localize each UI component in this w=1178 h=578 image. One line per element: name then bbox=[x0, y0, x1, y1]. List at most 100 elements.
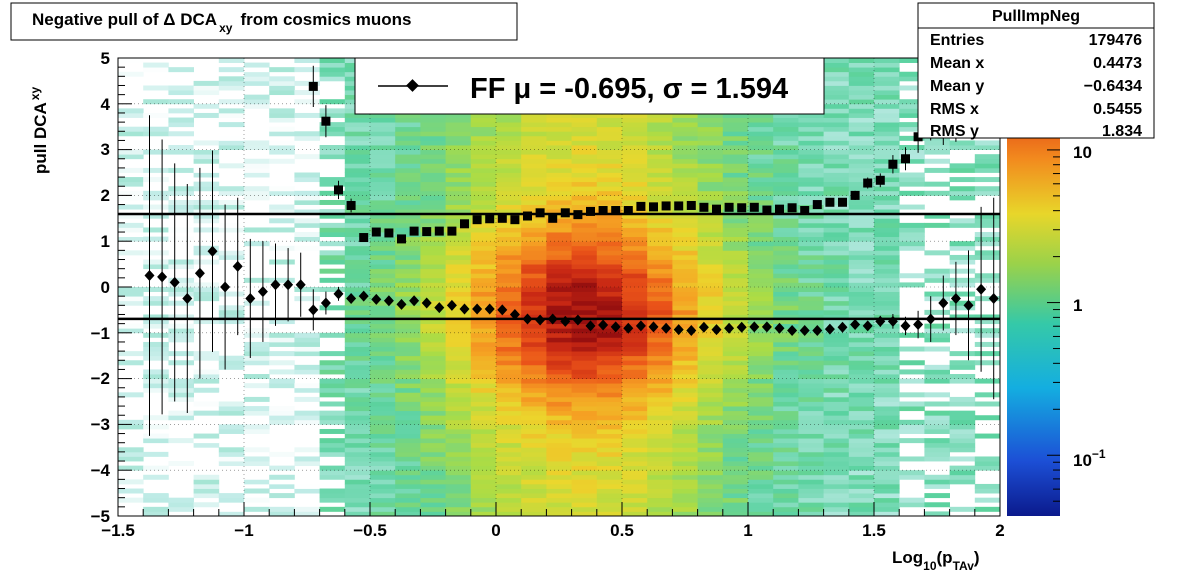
heatmap-cell bbox=[773, 268, 799, 274]
heatmap-cell bbox=[722, 461, 749, 467]
heatmap-cell bbox=[672, 277, 698, 283]
heatmap-cell bbox=[874, 250, 900, 256]
heatmap-cell bbox=[622, 145, 648, 150]
heatmap-cell bbox=[823, 346, 850, 352]
heatmap-cell bbox=[823, 80, 850, 86]
heatmap-cell bbox=[370, 401, 396, 407]
sigma-point bbox=[497, 213, 507, 223]
heatmap-cell bbox=[470, 383, 497, 389]
heatmap-cell bbox=[269, 410, 295, 416]
heatmap-cell bbox=[924, 222, 950, 228]
heatmap-cell bbox=[748, 259, 774, 265]
heatmap-cell bbox=[571, 396, 598, 402]
heatmap-cell bbox=[672, 268, 698, 274]
heatmap-cell bbox=[571, 465, 598, 471]
heatmap-cell bbox=[823, 112, 850, 118]
heatmap-cell bbox=[344, 456, 371, 462]
heatmap-cell bbox=[218, 140, 245, 146]
heatmap-cell bbox=[874, 209, 900, 215]
heatmap-cell bbox=[168, 314, 194, 320]
heatmap-cell bbox=[319, 332, 346, 338]
heatmap-cell bbox=[571, 483, 598, 489]
heatmap-cell bbox=[395, 154, 421, 160]
heatmap-cell bbox=[697, 199, 724, 205]
heatmap-cell bbox=[218, 314, 245, 320]
heatmap-cell bbox=[193, 355, 220, 361]
heatmap-cell bbox=[143, 296, 169, 302]
heatmap-cell bbox=[798, 264, 824, 270]
heatmap-cell bbox=[546, 483, 572, 489]
heatmap-cell bbox=[344, 502, 371, 508]
heatmap-cell bbox=[118, 511, 144, 516]
sigma-point bbox=[775, 204, 784, 214]
heatmap-cell bbox=[596, 204, 623, 210]
heatmap-cell bbox=[924, 511, 950, 516]
heatmap-cell bbox=[647, 140, 673, 146]
heatmap-cell bbox=[596, 451, 623, 457]
heatmap-cell bbox=[596, 419, 623, 425]
heatmap-cell bbox=[344, 319, 371, 325]
heatmap-cell bbox=[370, 140, 396, 146]
mean-point bbox=[509, 308, 520, 320]
heatmap-cell bbox=[899, 112, 925, 118]
heatmap-cell bbox=[622, 209, 648, 215]
mean-point bbox=[547, 313, 558, 325]
heatmap-cell bbox=[672, 250, 698, 256]
heatmap-cell bbox=[748, 117, 774, 123]
heatmap-cell bbox=[773, 245, 799, 251]
heatmap-cell bbox=[596, 351, 623, 357]
heatmap-cell bbox=[294, 387, 320, 393]
heatmap-cell bbox=[773, 122, 799, 128]
fit-lines bbox=[118, 212, 1000, 321]
heatmap-cell bbox=[395, 378, 421, 384]
heatmap-cell bbox=[294, 364, 320, 370]
heatmap-cell bbox=[193, 387, 220, 393]
heatmap-cell bbox=[596, 117, 623, 123]
heatmap-cell bbox=[823, 209, 850, 215]
heatmap-cell bbox=[395, 158, 421, 164]
heatmap-cell bbox=[546, 396, 572, 402]
heatmap-cell bbox=[445, 135, 472, 141]
heatmap-cell bbox=[546, 410, 572, 416]
heatmap-cell bbox=[445, 483, 472, 489]
heatmap-cell bbox=[596, 126, 623, 132]
heatmap-cell bbox=[722, 506, 749, 512]
heatmap-cell bbox=[722, 209, 749, 215]
heatmap-cell bbox=[848, 250, 875, 256]
heatmap-cell bbox=[571, 241, 598, 247]
heatmap-cell bbox=[244, 497, 270, 503]
heatmap-cell bbox=[294, 218, 320, 224]
heatmap-cell bbox=[496, 199, 522, 205]
heatmap-cell bbox=[445, 383, 472, 389]
heatmap-cell bbox=[470, 369, 497, 375]
heatmap-cell bbox=[874, 273, 900, 279]
heatmap-cell bbox=[647, 506, 673, 512]
heatmap-cell bbox=[143, 99, 169, 105]
heatmap-cell bbox=[924, 140, 950, 146]
heatmap-cell bbox=[773, 117, 799, 123]
heatmap-cell bbox=[344, 323, 371, 329]
heatmap-cell bbox=[798, 282, 824, 288]
heatmap-cell bbox=[571, 273, 598, 279]
heatmap-cell bbox=[622, 296, 648, 302]
heatmap-cell bbox=[445, 287, 472, 292]
mean-point bbox=[648, 321, 659, 333]
heatmap-cell bbox=[521, 117, 547, 123]
heatmap-cell bbox=[344, 447, 371, 453]
heatmap-cell bbox=[672, 227, 698, 233]
heatmap-cell bbox=[848, 383, 875, 389]
heatmap-cell bbox=[748, 506, 774, 512]
heatmap-cell bbox=[773, 241, 799, 247]
heatmap-cell bbox=[344, 195, 371, 201]
heatmap-cell bbox=[672, 213, 698, 219]
heatmap-cell bbox=[798, 140, 824, 146]
sigma-point bbox=[535, 208, 545, 218]
mean-point bbox=[900, 320, 911, 332]
y-tick-label: 3 bbox=[101, 140, 110, 159]
z-tick-label: 10−1 bbox=[1073, 447, 1106, 470]
heatmap-cell bbox=[773, 177, 799, 183]
heatmap-cell bbox=[899, 135, 925, 141]
heatmap-cell bbox=[470, 502, 497, 508]
heatmap-cell bbox=[848, 360, 875, 366]
heatmap-cell bbox=[571, 154, 598, 160]
